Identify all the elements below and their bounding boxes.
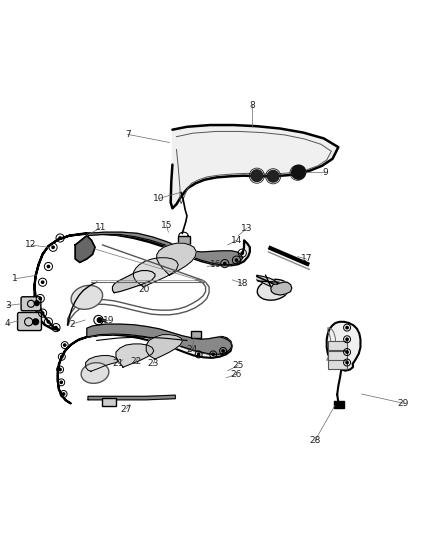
Text: 19: 19 [102, 316, 114, 325]
Text: 23: 23 [148, 359, 159, 368]
Ellipse shape [257, 279, 289, 300]
Text: 4: 4 [5, 319, 11, 328]
Circle shape [59, 237, 61, 239]
Text: 17: 17 [300, 254, 312, 263]
Circle shape [42, 281, 44, 284]
Circle shape [33, 319, 39, 325]
Circle shape [346, 351, 348, 353]
Circle shape [42, 312, 44, 314]
Text: 15: 15 [161, 221, 173, 230]
Text: 10: 10 [153, 194, 165, 203]
Circle shape [267, 171, 279, 182]
FancyBboxPatch shape [328, 360, 347, 369]
Circle shape [55, 326, 57, 329]
Circle shape [251, 170, 263, 182]
Text: 7: 7 [125, 130, 131, 139]
Text: 28: 28 [309, 436, 321, 445]
Text: 25: 25 [233, 361, 244, 370]
FancyBboxPatch shape [102, 398, 116, 406]
Circle shape [60, 356, 63, 358]
FancyBboxPatch shape [18, 312, 42, 330]
Polygon shape [86, 356, 118, 372]
Circle shape [292, 165, 306, 179]
Text: 9: 9 [323, 168, 328, 177]
Circle shape [241, 252, 244, 254]
Text: 16: 16 [210, 260, 222, 269]
Text: 26: 26 [231, 370, 242, 379]
Circle shape [222, 350, 224, 352]
Polygon shape [88, 395, 175, 400]
FancyBboxPatch shape [334, 401, 343, 408]
Polygon shape [171, 125, 338, 208]
Text: 22: 22 [130, 357, 141, 366]
Circle shape [198, 353, 200, 356]
Text: 29: 29 [398, 399, 409, 408]
Circle shape [346, 361, 348, 364]
Polygon shape [157, 243, 196, 275]
Polygon shape [327, 322, 360, 371]
Text: 24: 24 [186, 345, 197, 354]
Text: 12: 12 [25, 240, 37, 249]
FancyBboxPatch shape [21, 297, 41, 311]
Text: 21: 21 [113, 359, 124, 368]
Polygon shape [146, 335, 182, 359]
Circle shape [35, 301, 39, 305]
Circle shape [39, 297, 42, 300]
Circle shape [47, 265, 49, 268]
Polygon shape [58, 334, 232, 403]
Polygon shape [134, 258, 178, 287]
Circle shape [212, 353, 214, 356]
Polygon shape [87, 232, 243, 265]
Ellipse shape [81, 363, 109, 383]
Text: 20: 20 [138, 285, 150, 294]
Ellipse shape [71, 285, 102, 309]
Circle shape [97, 318, 102, 322]
Polygon shape [75, 236, 95, 262]
Polygon shape [113, 271, 155, 293]
Circle shape [64, 344, 66, 346]
Circle shape [346, 338, 348, 341]
Text: 18: 18 [237, 279, 248, 288]
Polygon shape [87, 324, 232, 354]
Circle shape [224, 262, 226, 265]
Text: 14: 14 [231, 236, 242, 245]
Text: 3: 3 [5, 301, 11, 310]
Circle shape [346, 326, 348, 329]
Text: 8: 8 [249, 101, 255, 110]
FancyBboxPatch shape [328, 341, 347, 350]
Text: 1: 1 [12, 274, 18, 283]
Text: 27: 27 [120, 405, 131, 414]
Polygon shape [257, 275, 279, 288]
Circle shape [62, 393, 65, 395]
Circle shape [235, 259, 238, 261]
Polygon shape [116, 344, 154, 367]
Circle shape [292, 167, 304, 179]
FancyBboxPatch shape [178, 236, 190, 244]
Text: 2: 2 [69, 320, 74, 329]
Circle shape [47, 321, 49, 323]
Circle shape [60, 381, 62, 384]
Circle shape [59, 368, 61, 371]
FancyBboxPatch shape [328, 351, 347, 361]
Polygon shape [271, 282, 292, 295]
Circle shape [52, 246, 54, 248]
Text: 13: 13 [240, 224, 252, 233]
FancyBboxPatch shape [191, 330, 201, 337]
Text: 11: 11 [95, 223, 106, 232]
Polygon shape [35, 233, 250, 330]
